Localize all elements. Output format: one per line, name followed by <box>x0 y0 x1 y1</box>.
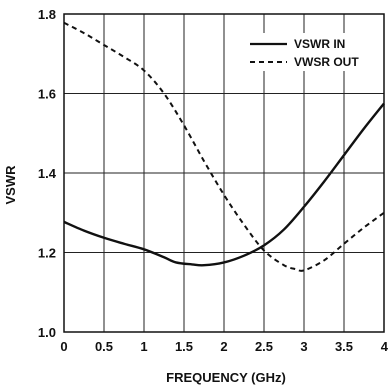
x-tick-label: 1.5 <box>175 339 193 354</box>
x-tick-label: 0.5 <box>95 339 113 354</box>
legend-label-vswr-in: VSWR IN <box>294 37 345 51</box>
y-tick-label: 1.6 <box>38 87 56 102</box>
x-tick-label: 2.5 <box>255 339 273 354</box>
y-tick-label: 1.4 <box>38 166 57 181</box>
x-axis-title: FREQUENCY (GHz) <box>166 370 286 385</box>
series-line-vswr-in <box>63 102 385 267</box>
y-tick-label: 1.2 <box>38 246 56 261</box>
series-lines <box>63 21 385 272</box>
y-axis-title: VSWR <box>3 165 18 205</box>
x-tick-label: 0 <box>60 339 67 354</box>
legend: VSWR IN VWSR OUT <box>244 33 374 71</box>
x-tick-label: 3.5 <box>335 339 353 354</box>
plot-frame <box>63 13 385 333</box>
x-tick-labels: 0 0.5 1 1.5 2 2.5 3 3.5 4 <box>60 339 388 354</box>
legend-label-vwsr-out: VWSR OUT <box>294 55 359 69</box>
y-tick-labels: 1.0 1.2 1.4 1.6 1.8 <box>38 7 57 340</box>
x-tick-label: 4 <box>381 339 389 354</box>
x-tick-label: 3 <box>300 339 307 354</box>
legend-background <box>244 33 374 71</box>
series-line-vwsr-out <box>63 21 385 272</box>
x-tick-label: 1 <box>140 339 147 354</box>
y-tick-label: 1.0 <box>38 325 56 340</box>
y-tick-label: 1.8 <box>38 7 56 22</box>
x-tick-label: 2 <box>220 339 227 354</box>
